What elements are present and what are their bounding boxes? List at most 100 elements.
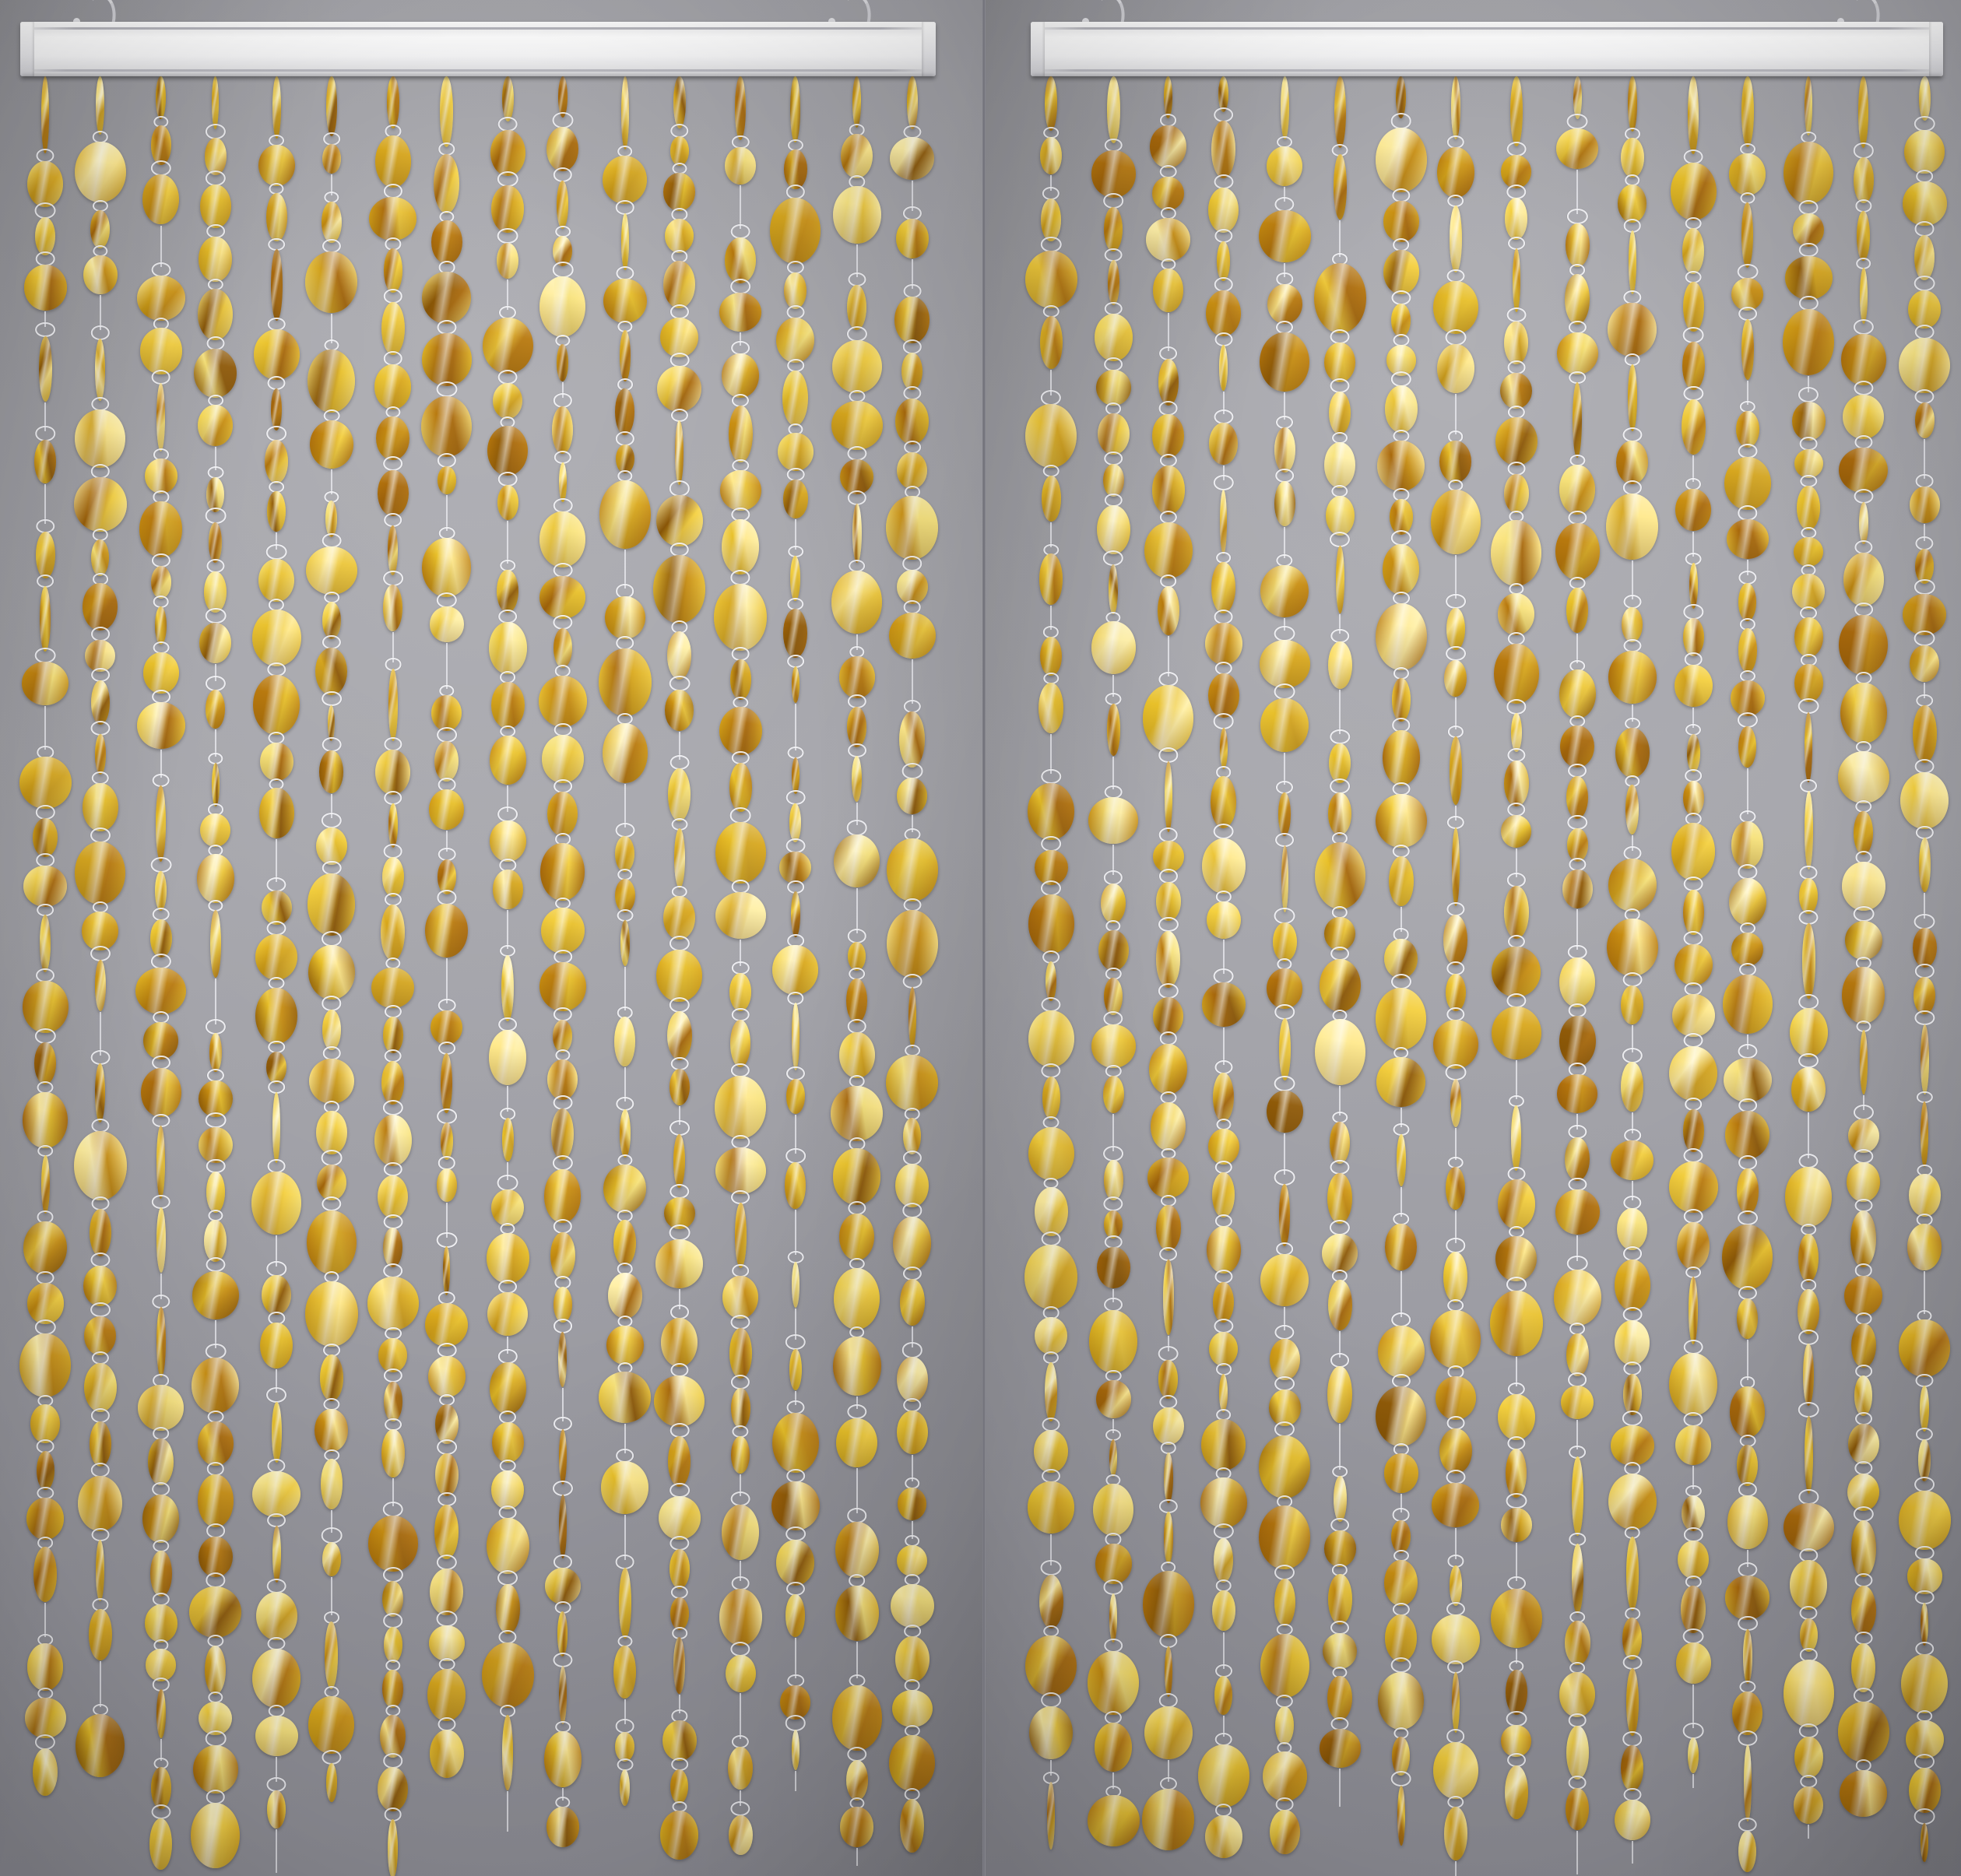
silver-jump-ring	[785, 1148, 806, 1164]
gold-disc-bead	[1844, 920, 1882, 960]
gold-disc-bead	[1322, 1233, 1358, 1273]
gold-disc-bead	[1615, 1319, 1650, 1366]
nylon-thread	[1284, 617, 1286, 631]
gold-disc-bead	[1566, 776, 1589, 820]
gold-disc-bead	[255, 934, 298, 980]
gold-disc-bead	[41, 76, 50, 153]
gold-disc-bead	[1798, 1233, 1819, 1283]
silver-jump-ring	[437, 890, 457, 905]
gold-disc-bead	[1854, 811, 1874, 855]
gold-disc-bead	[1670, 163, 1717, 221]
nylon-thread	[44, 484, 47, 525]
gold-disc-bead	[1443, 1807, 1467, 1860]
gold-disc-bead	[779, 851, 812, 884]
gold-disc-bead	[1383, 200, 1419, 242]
gold-disc-bead	[1201, 982, 1246, 1028]
bead-strand	[1662, 0, 1724, 1841]
gold-disc-bead	[1608, 651, 1657, 704]
gold-disc-bead	[1837, 750, 1889, 804]
gold-disc-bead	[1794, 1736, 1823, 1779]
gold-disc-bead	[544, 1169, 582, 1223]
silver-jump-ring	[1213, 713, 1234, 729]
gold-disc-bead	[1556, 128, 1599, 170]
nylon-thread	[99, 1661, 101, 1708]
nylon-thread	[911, 181, 913, 211]
gold-disc-bead	[1329, 392, 1351, 435]
silver-jump-ring	[1158, 1345, 1179, 1362]
bead-strand	[1425, 0, 1487, 1876]
silver-jump-ring	[1213, 1523, 1234, 1540]
silver-jump-ring	[205, 1343, 227, 1359]
nylon-thread	[445, 495, 448, 532]
gold-disc-bead	[23, 1091, 69, 1148]
gold-disc-bead	[1211, 121, 1236, 179]
gold-disc-bead	[369, 196, 417, 241]
gold-disc-bead	[785, 1079, 805, 1114]
gold-disc-bead	[380, 1714, 406, 1758]
gold-disc-bead	[1028, 1481, 1075, 1533]
gold-disc-bead	[1914, 976, 1936, 1015]
gold-disc-bead	[1625, 1668, 1639, 1736]
nylon-thread	[1692, 455, 1695, 483]
nylon-thread	[1339, 1330, 1341, 1358]
gold-disc-bead	[1268, 1389, 1301, 1426]
silver-jump-ring	[497, 471, 518, 487]
silver-jump-ring	[1567, 209, 1588, 225]
nylon-thread	[44, 706, 47, 750]
nylon-thread	[794, 704, 796, 750]
nylon-thread	[561, 1388, 564, 1421]
gold-disc-bead	[1905, 1720, 1944, 1758]
gold-disc-bead	[1557, 1074, 1598, 1113]
silver-jump-ring	[1854, 381, 1874, 396]
gold-disc-bead	[76, 1713, 125, 1777]
nylon-thread	[507, 909, 509, 949]
gold-disc-bead	[1730, 1386, 1766, 1438]
gold-disc-bead	[620, 919, 630, 966]
gold-disc-bead	[142, 1494, 180, 1544]
gold-disc-bead	[1214, 1537, 1234, 1583]
silver-jump-ring	[497, 116, 518, 132]
gold-disc-bead	[1840, 682, 1887, 744]
silver-jump-ring	[321, 1527, 343, 1544]
gold-disc-bead	[155, 871, 167, 912]
silver-jump-ring	[1854, 1460, 1873, 1475]
gold-disc-bead	[490, 681, 525, 729]
gold-disc-bead	[1324, 342, 1356, 383]
gold-disc-bead	[1278, 792, 1292, 837]
silver-jump-ring	[498, 1349, 518, 1364]
gold-disc-bead	[378, 1175, 409, 1218]
silver-jump-ring	[205, 1730, 227, 1747]
silver-jump-ring	[205, 1112, 227, 1129]
gold-disc-bead	[1327, 1280, 1352, 1330]
gold-disc-bead	[729, 973, 752, 1012]
gold-disc-bead	[896, 569, 928, 605]
gold-disc-bead	[83, 1363, 117, 1413]
nylon-thread	[1050, 1760, 1053, 1776]
bead-strand	[1717, 0, 1779, 1873]
gold-disc-bead	[553, 628, 572, 669]
gold-disc-bead	[908, 986, 916, 1048]
silver-jump-ring	[785, 1334, 807, 1351]
silver-jump-ring	[1330, 328, 1350, 344]
silver-jump-ring	[437, 1108, 457, 1124]
silver-jump-ring	[1737, 1210, 1758, 1226]
gold-disc-bead	[660, 1810, 699, 1860]
gold-disc-bead	[73, 476, 127, 532]
nylon-thread	[1112, 845, 1115, 876]
silver-jump-ring	[1738, 505, 1758, 521]
silver-jump-ring	[436, 381, 458, 398]
gold-disc-bead	[1674, 664, 1713, 707]
gold-disc-bead	[848, 941, 866, 971]
gold-disc-bead	[252, 1649, 301, 1709]
gold-disc-bead	[1731, 821, 1764, 869]
silver-jump-ring	[497, 1569, 518, 1586]
silver-jump-ring	[1158, 747, 1179, 763]
silver-jump-ring	[382, 1501, 404, 1517]
silver-jump-ring	[497, 369, 518, 385]
gold-disc-bead	[271, 1401, 282, 1463]
gold-disc-bead	[388, 525, 399, 575]
bead-strand	[594, 0, 656, 1841]
gold-disc-bead	[1219, 344, 1228, 392]
nylon-thread	[214, 1320, 216, 1349]
gold-disc-bead	[1157, 585, 1179, 636]
